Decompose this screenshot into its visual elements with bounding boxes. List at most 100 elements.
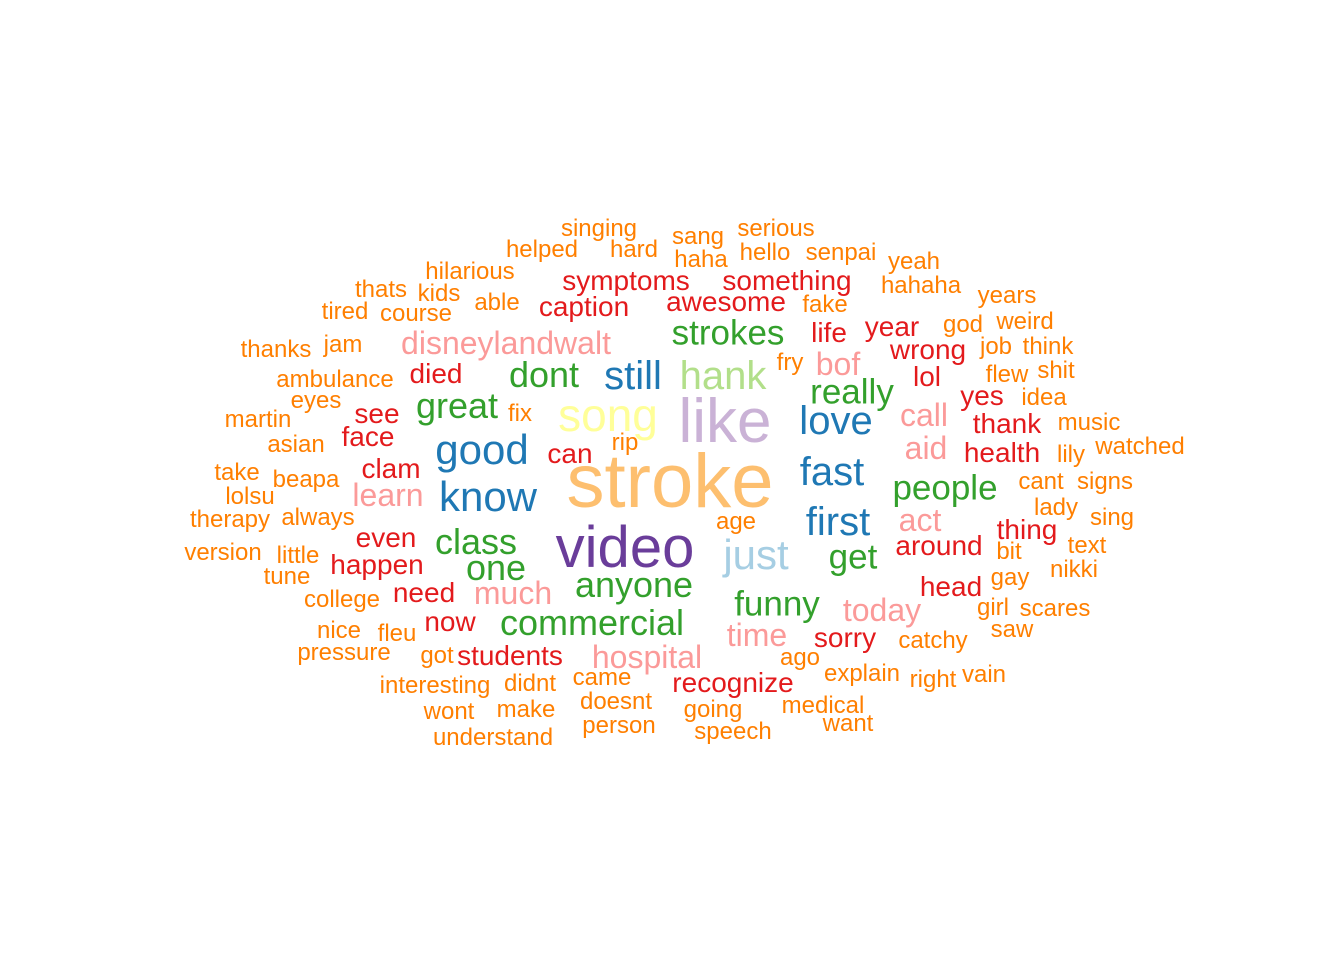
word-students: students [457, 640, 563, 671]
word-ago: ago [779, 644, 821, 671]
word-think: think [1022, 333, 1074, 360]
word-tired: tired [321, 298, 369, 325]
word-ambulance: ambulance [276, 366, 394, 393]
word-dont: dont [508, 354, 580, 395]
word-flew: flew [985, 361, 1029, 388]
word-signs: signs [1076, 468, 1134, 495]
word-song: song [558, 389, 658, 441]
word-lolsu: lolsu [225, 483, 275, 510]
word-fast: fast [799, 450, 865, 494]
word-learn: learn [352, 477, 424, 513]
word-sorry: sorry [813, 622, 877, 653]
word-jam: jam [323, 331, 363, 358]
word-hilarious: hilarious [425, 258, 515, 285]
word-martin: martin [224, 406, 292, 433]
word-yes: yes [960, 380, 1004, 411]
word-years: years [977, 282, 1037, 309]
word-kids: kids [417, 280, 461, 307]
word-hospital: hospital [591, 639, 703, 675]
word-happen: happen [330, 549, 424, 580]
word-great: great [415, 385, 499, 426]
word-one: one [465, 547, 527, 588]
word-music: music [1057, 409, 1121, 436]
word-much: much [473, 575, 553, 611]
word-thank: thank [972, 408, 1042, 439]
word-pressure: pressure [297, 639, 391, 666]
word-fry: fry [776, 349, 804, 376]
word-gay: gay [990, 564, 1030, 591]
word-fake: fake [802, 291, 848, 318]
word-understand: understand [432, 724, 554, 751]
word-awesome: awesome [666, 286, 786, 317]
word-something: something [722, 265, 852, 296]
word-age: age [715, 508, 757, 535]
word-face: face [341, 421, 395, 452]
word-call: call [899, 397, 949, 433]
word-can: can [547, 438, 593, 469]
word-nice: nice [316, 617, 362, 644]
word-get: get [828, 537, 878, 577]
word-sang: sang [671, 223, 725, 250]
word-around: around [895, 530, 983, 561]
word-wont: wont [423, 698, 475, 725]
word-weird: weird [996, 308, 1054, 335]
word-life: life [811, 317, 847, 348]
word-god: god [942, 311, 984, 338]
word-bof: bof [815, 346, 861, 382]
word-take: take [214, 459, 260, 486]
word-stroke: stroke [566, 439, 774, 524]
word-commercial: commercial [499, 602, 685, 643]
word-disneylandwalt: disneylandwalt [401, 325, 611, 361]
word-people: people [892, 468, 998, 508]
word-clam: clam [361, 453, 421, 484]
word-eyes: eyes [290, 387, 342, 414]
word-therapy: therapy [189, 506, 271, 533]
word-really: really [810, 372, 894, 412]
word-haha: haha [674, 246, 728, 273]
word-watched: watched [1095, 433, 1185, 460]
word-bit: bit [996, 538, 1022, 565]
word-saw: saw [990, 616, 1034, 643]
word-hank: hank [679, 354, 767, 398]
word-recognize: recognize [672, 667, 794, 698]
word-video: video [555, 515, 695, 580]
word-explain: explain [823, 660, 901, 687]
word-beapa: beapa [272, 466, 340, 493]
word-health: health [963, 437, 1041, 468]
word-see: see [354, 398, 400, 429]
word-head: head [919, 571, 983, 602]
word-make: make [496, 696, 556, 723]
word-caption: caption [538, 291, 630, 322]
word-idea: idea [1021, 384, 1067, 411]
word-act: act [898, 502, 942, 538]
word-wrong: wrong [889, 334, 967, 365]
word-right: right [909, 666, 957, 693]
word-lady: lady [1033, 494, 1079, 521]
word-singing: singing [560, 215, 638, 242]
word-year: year [864, 311, 920, 342]
word-girl: girl [976, 594, 1010, 621]
word-lol: lol [912, 361, 942, 392]
word-scares: scares [1019, 595, 1091, 622]
word-need: need [392, 577, 456, 608]
word-aid: aid [904, 430, 948, 466]
word-anyone: anyone [574, 564, 694, 605]
word-funny: funny [734, 584, 820, 624]
word-able: able [474, 289, 520, 316]
word-always: always [281, 504, 355, 531]
word-helped: helped [505, 236, 579, 263]
word-want: want [822, 710, 874, 737]
word-thanks: thanks [240, 336, 312, 363]
word-hard: hard [609, 236, 659, 263]
word-fleu: fleu [377, 620, 417, 647]
word-like: like [678, 387, 772, 456]
word-doesnt: doesnt [579, 688, 653, 715]
word-speech: speech [694, 718, 772, 745]
word-thing: thing [996, 514, 1058, 545]
word-nikki: nikki [1049, 556, 1099, 583]
word-still: still [604, 354, 662, 398]
word-even: even [355, 522, 417, 553]
word-text: text [1067, 532, 1107, 559]
word-yeah: yeah [887, 248, 941, 275]
word-got: got [420, 642, 454, 669]
